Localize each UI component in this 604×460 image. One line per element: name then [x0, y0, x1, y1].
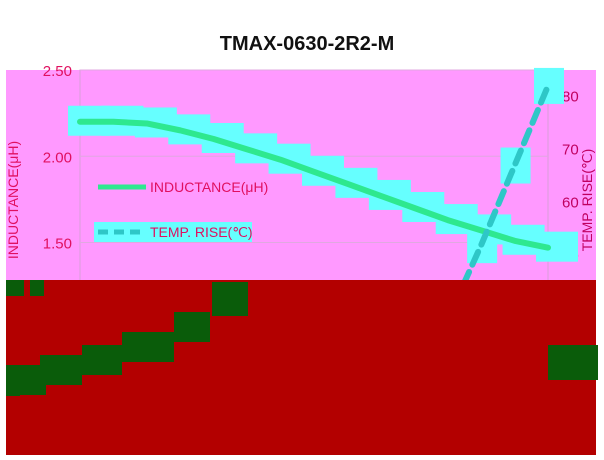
- green-block: [122, 332, 174, 362]
- green-block: [82, 345, 122, 375]
- y2-axis-label: TEMP. RISE(℃): [579, 149, 595, 252]
- green-block: [6, 395, 20, 396]
- green-block: [30, 280, 44, 296]
- legend-label-inductance: INDUCTANCE(μH): [150, 179, 268, 195]
- y-tick-label: 2.50: [43, 63, 72, 80]
- y-tick-label: 1.50: [43, 236, 72, 253]
- y-axis-label: INDUCTANCE(μH): [5, 141, 21, 259]
- y2-tick-label: 70: [562, 142, 579, 159]
- cyan-block: [534, 68, 564, 104]
- y-tick-label: 2.00: [43, 149, 72, 166]
- y2-tick-label: 60: [562, 195, 579, 212]
- green-block: [212, 282, 248, 316]
- legend-label-temp: TEMP. RISE(℃): [150, 224, 253, 240]
- green-block: [174, 312, 210, 342]
- green-block: [6, 280, 24, 296]
- y2-tick-label: 80: [562, 89, 579, 106]
- green-block: [40, 355, 82, 385]
- green-block: [548, 345, 598, 380]
- chart-title: TMAX-0630-2R2-M: [220, 33, 394, 55]
